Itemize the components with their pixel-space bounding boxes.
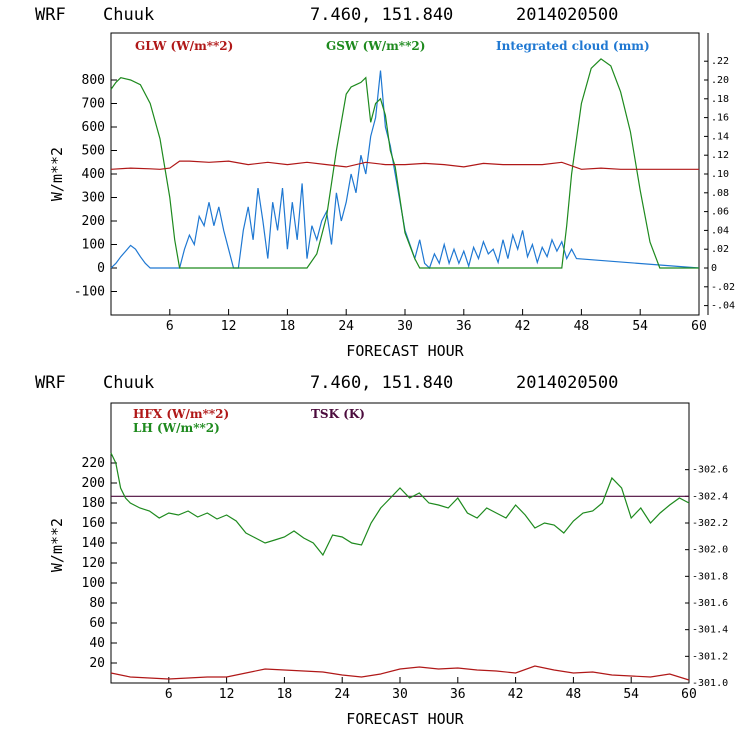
panel2-series-lh bbox=[110, 452, 690, 557]
panel1-xtick-label: 18 bbox=[280, 319, 296, 334]
panel2-y2tick-label: -301.6 bbox=[692, 598, 728, 609]
panel1-legend-cloud: Integrated cloud (mm) bbox=[496, 39, 650, 53]
panel1-xtick-label: 48 bbox=[574, 319, 590, 334]
panel1-xtick-label: 54 bbox=[632, 319, 648, 334]
panel2-xtick-label: 30 bbox=[392, 687, 408, 702]
panel2-xtick-label: 48 bbox=[566, 687, 582, 702]
panel2-header: WRF Chuuk 7.460, 151.840 2014020500 bbox=[35, 373, 618, 393]
panel1-y2tick-label: .02 bbox=[711, 244, 729, 255]
panel2-xtick-label: 12 bbox=[219, 687, 235, 702]
panel1-xtick-label: 24 bbox=[338, 319, 354, 334]
panel1-y2tick-label: .04 bbox=[711, 225, 729, 236]
panel1-ytick-label: 0 bbox=[97, 261, 105, 276]
panel2-ytick-label: 180 bbox=[82, 496, 105, 511]
panel1-xlabel: FORECAST HOUR bbox=[346, 342, 464, 360]
panel1-y2tick-label: .18 bbox=[711, 94, 729, 105]
panel1-y2tick-label: -.02 bbox=[711, 282, 735, 293]
panel1-ytick-label: 700 bbox=[82, 97, 105, 112]
panel1-y2tick-label: -.04 bbox=[711, 301, 735, 312]
panel2-model: WRF bbox=[35, 373, 66, 393]
panel2-legend-hfx: HFX (W/m**2) bbox=[133, 407, 229, 421]
panel2-xtick-label: 6 bbox=[165, 687, 173, 702]
panel2-xtick-label: 60 bbox=[681, 687, 697, 702]
panel1-xtick-label: 36 bbox=[456, 319, 472, 334]
panel1-ytick-label: 400 bbox=[82, 167, 105, 182]
panel2-station: Chuuk bbox=[103, 373, 154, 393]
panel2-legend-tsk: TSK (K) bbox=[311, 407, 365, 421]
panel2-y2tick-label: -301.8 bbox=[692, 571, 728, 582]
panel2-y2tick-label: -301.0 bbox=[692, 678, 728, 689]
panel1-series-cloud bbox=[110, 70, 700, 270]
panel2-y2tick-label: -301.4 bbox=[692, 625, 728, 636]
panel1-ytick-label: 800 bbox=[82, 73, 105, 88]
panel1-model: WRF bbox=[35, 5, 66, 25]
panel2-ylabel: W/m**2 bbox=[48, 518, 66, 572]
panel1-ytick-label: 300 bbox=[82, 191, 105, 206]
panel1-ytick-label: 600 bbox=[82, 120, 105, 135]
panel2-xtick-label: 54 bbox=[623, 687, 639, 702]
panel1-ytick-label: 200 bbox=[82, 214, 105, 229]
panel1-y2tick-label: .12 bbox=[711, 150, 729, 161]
panel1-ylabel: W/m**2 bbox=[48, 147, 66, 201]
panel1-date: 2014020500 bbox=[516, 5, 618, 25]
panel2-xtick-label: 36 bbox=[450, 687, 466, 702]
panel1-y2tick-label: .06 bbox=[711, 207, 729, 218]
panel1-station: Chuuk bbox=[103, 5, 154, 25]
panel1-xtick-label: 30 bbox=[397, 319, 413, 334]
panel1-ytick-label: 500 bbox=[82, 144, 105, 159]
panel2-ytick-label: 100 bbox=[82, 576, 105, 591]
panel2-frame bbox=[110, 402, 690, 684]
panel1-series-gsw bbox=[110, 58, 699, 269]
panel1-xtick-label: 60 bbox=[691, 319, 707, 334]
panel1-ytick-label: 100 bbox=[82, 238, 105, 253]
panel1-y2tick-label: .14 bbox=[711, 131, 729, 142]
panel1-ytick-label: -100 bbox=[74, 285, 105, 300]
panel2-xtick-label: 42 bbox=[508, 687, 524, 702]
panel1-y2tick-label: 0 bbox=[711, 263, 717, 274]
panel1-coords: 7.460, 151.840 bbox=[310, 5, 453, 25]
panel2-y2tick-label: -302.6 bbox=[692, 465, 728, 476]
panel2-xlabel: FORECAST HOUR bbox=[346, 710, 464, 728]
panel2-ytick-label: 60 bbox=[89, 616, 105, 631]
panel2-axes: 6 12 18 24 30 36 42 48 54 60 20 40 60 80 100 120 140 160 1… bbox=[82, 456, 729, 702]
panel1-legend-gsw: GSW (W/m**2) bbox=[326, 39, 425, 53]
panel1-xtick-label: 42 bbox=[515, 319, 531, 334]
panel2-ytick-label: 140 bbox=[82, 536, 105, 551]
panel1-header: WRF Chuuk 7.460, 151.840 2014020500 bbox=[35, 5, 618, 25]
panel1-y2tick-label: .22 bbox=[711, 56, 729, 67]
panel2-ytick-label: 200 bbox=[82, 476, 105, 491]
panel2-xtick-label: 24 bbox=[334, 687, 350, 702]
panel2-y2tick-label: -301.2 bbox=[692, 651, 728, 662]
panel2-legend-lh: LH (W/m**2) bbox=[133, 421, 220, 435]
panel1-series-glw bbox=[110, 160, 699, 170]
panel1-y2tick-label: .10 bbox=[711, 169, 729, 180]
panel1-frame bbox=[110, 32, 700, 316]
panel2-xtick-label: 18 bbox=[277, 687, 293, 702]
panel1-y2tick-label: .08 bbox=[711, 188, 729, 199]
panel1-y2tick-label: .20 bbox=[711, 75, 729, 86]
panel1-xtick-label: 6 bbox=[166, 319, 174, 334]
panel2-date: 2014020500 bbox=[516, 373, 618, 393]
panel2-y2tick-label: -302.2 bbox=[692, 518, 728, 529]
panel2-y2tick-label: -302.4 bbox=[692, 491, 728, 502]
panel1-y2tick-label: .16 bbox=[711, 113, 729, 124]
panel1-axes: 6 12 18 24 30 36 42 48 54 60 -100 0 100 200 300 400 500 6… bbox=[74, 33, 735, 334]
panel2-series-hfx bbox=[110, 665, 690, 681]
panel2-y2tick-label: -302.0 bbox=[692, 545, 728, 556]
panel2-ytick-label: 80 bbox=[89, 596, 105, 611]
panel2-ytick-label: 20 bbox=[89, 656, 105, 671]
panel2-ytick-label: 220 bbox=[82, 456, 105, 471]
panel2-ytick-label: 40 bbox=[89, 636, 105, 651]
panel2-coords: 7.460, 151.840 bbox=[310, 373, 453, 393]
panel2-ytick-label: 120 bbox=[82, 556, 105, 571]
panel1-legend-glw: GLW (W/m**2) bbox=[135, 39, 233, 53]
panel1-xtick-label: 12 bbox=[221, 319, 237, 334]
panel2-ytick-label: 160 bbox=[82, 516, 105, 531]
